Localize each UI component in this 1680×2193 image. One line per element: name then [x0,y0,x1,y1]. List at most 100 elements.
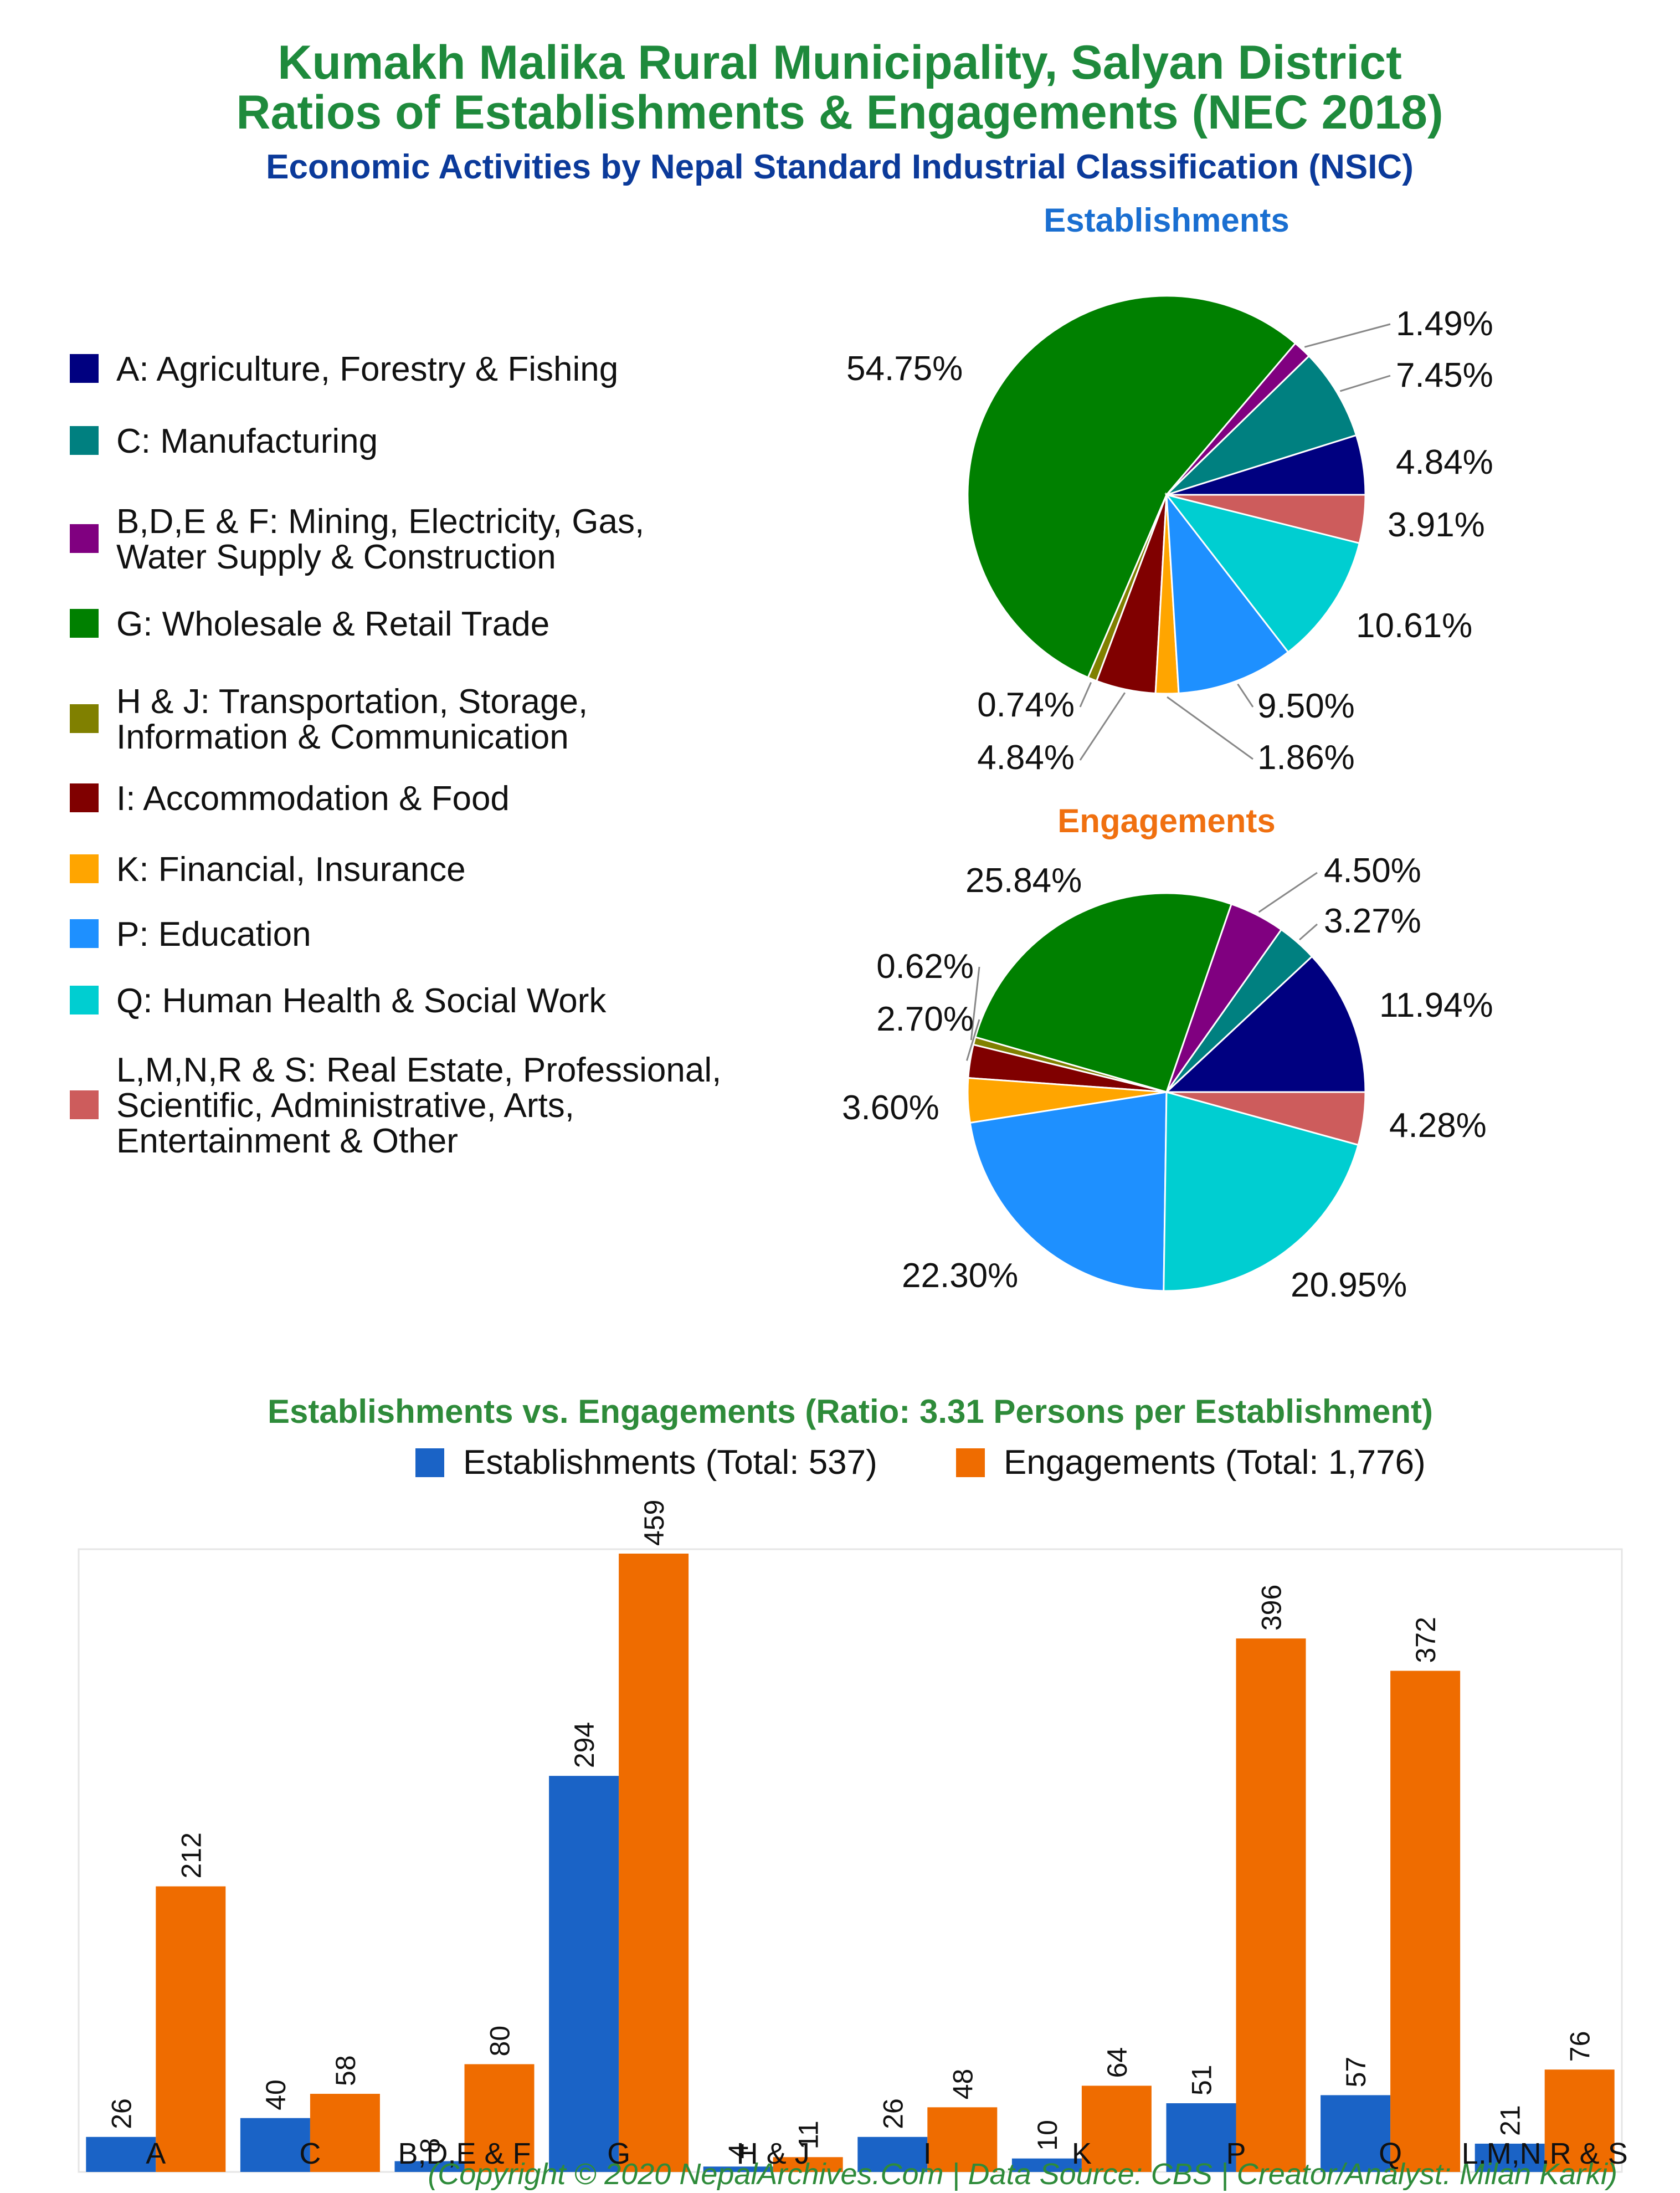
pie-value-label-7: 22.30% [902,1257,1018,1295]
legend-label-9-1: Scientific, Administrative, Arts, [116,1087,574,1125]
legend-label-2-1: Water Supply & Construction [116,538,556,576]
pie-value-label-5: 2.70% [876,1000,974,1038]
legend-label-4-1: Information & Communication [116,718,569,756]
pie-slice-p [1165,492,1289,694]
pie-value-label-2: 1.49% [1396,305,1493,343]
x-tick-label-7: P [1226,2137,1246,2170]
legend-label-9-0: L,M,N,R & S: Real Estate, Professional, [116,1051,721,1089]
legend-swatch-5 [70,783,99,812]
legend-swatch-6 [70,854,99,883]
bar-engagements-5 [927,2107,998,2172]
bar-value-label-0-3: 294 [569,1722,600,1768]
bar-value-label-0-1: 40 [260,2079,291,2110]
legend-swatch-9 [70,1090,99,1119]
pie-leader-line-2 [1258,872,1318,913]
legend-label-4-0: H & J: Transportation, Storage, [116,683,588,721]
pie-slice-l-m-n-r-s [1166,1091,1366,1146]
legend-swatch-8 [70,986,99,1014]
pie-leader-line-2 [1304,323,1391,348]
pie-leader-line-1 [1339,375,1391,392]
bar-value-label-1-4: 11 [793,2120,824,2149]
bar-value-label-1-0: 212 [176,1832,207,1878]
bar-value-label-1-8: 372 [1410,1617,1441,1663]
legend-label-5-0: I: Accommodation & Food [116,780,510,818]
footer-credit: (Copyright © 2020 NepalArchives.Com | Da… [428,2158,1617,2191]
legend-label-9-2: Entertainment & Other [116,1122,458,1160]
pie-slice-a [1164,955,1366,1093]
bar-value-label-1-6: 64 [1102,2047,1133,2078]
legend-swatch-3 [70,609,99,638]
x-tick-label-9: L,M,N,R & S [1462,2137,1628,2170]
bar-value-label-0-0: 26 [106,2098,137,2129]
pie-slice-c [1165,355,1358,496]
bar-value-label-0-7: 51 [1186,2064,1217,2095]
legend-swatch-1 [70,426,99,455]
page-subtitle: Economic Activities by Nepal Standard In… [266,148,1414,186]
pie-leader-line-6 [1167,696,1253,760]
establishments-pie: 4.84% 7.45% 1.49% 54.75% 0.74% 4.84% 1.86% 9.50… [846,295,1493,777]
page-title-line2: Ratios of Establishments & Engagements (… [236,86,1443,139]
pie-value-label-2: 4.50% [1324,852,1421,890]
bar-establishments-5 [857,2136,928,2172]
bar-engagements-4 [773,2157,843,2172]
page-title-line1: Kumakh Malika Rural Municipality, Salyan… [278,36,1402,89]
pie-value-label-7: 9.50% [1257,687,1355,725]
pie-value-label-0: 4.84% [1396,443,1493,481]
bar-establishments-2 [394,2161,465,2172]
bar-engagements-3 [619,1554,689,2172]
x-tick-label-6: K [1072,2137,1092,2170]
pie-value-label-1: 3.27% [1324,902,1421,940]
pie-leader-line-1 [1299,923,1318,941]
bar-value-label-0-5: 26 [877,2098,908,2129]
bar-value-label-0-6: 10 [1032,2120,1063,2151]
engagements-pie: 11.94% 3.27% 4.50% 25.84% 0.62% 2.70% 3.60% 22.… [842,852,1493,1304]
bar-value-label-1-9: 76 [1565,2031,1596,2062]
x-tick-label-1: C [299,2137,321,2170]
bar-engagements-0 [156,1886,226,2172]
bar-engagements-2 [464,2064,535,2172]
legend-label-7-0: P: Education [116,915,311,954]
bar-chart: 26 212 A 40 58 C 8 80 B,D,E & F 294 459 G 4 11H & J 26… [86,1500,1628,2172]
establishments-pie-title: Establishments [1044,202,1289,239]
legend-label-8-0: Q: Human Health & Social Work [116,982,607,1020]
pie-value-label-3: 54.75% [846,350,963,388]
x-tick-label-0: A [146,2137,166,2170]
legend-swatch-4 [70,704,99,733]
x-tick-label-2: B,D,E & F [398,2137,531,2170]
pie-leader-line-4 [970,966,980,1041]
pie-value-label-5: 4.84% [977,739,1075,777]
engagements-pie-title: Engagements [1057,802,1275,839]
legend-label-establishments: Establishments (Total: 537) [463,1443,877,1482]
pie-slice-g [967,295,1297,679]
bar-value-label-1-1: 58 [330,2055,361,2086]
pie-value-label-6: 1.86% [1257,739,1355,777]
bar-value-label-1-5: 48 [947,2069,978,2100]
bar-engagements-9 [1544,2069,1615,2172]
pie-leader-line-5 [1079,692,1126,761]
x-tick-label-8: Q [1379,2137,1402,2170]
bar-establishments-4 [703,2166,773,2172]
bar-value-label-0-8: 57 [1340,2057,1371,2088]
bar-chart-title: Establishments vs. Engagements (Ratio: 3… [268,1393,1433,1430]
bar-establishments-9 [1475,2143,1545,2172]
bar-value-label-1-2: 80 [485,2026,516,2057]
legend: A: Agriculture, Forestry & Fishing C: Man… [70,350,721,1160]
pie-slice-q [1164,493,1361,654]
pie-slice-l-m-n-r-s [1166,494,1366,545]
legend-label-1-0: C: Manufacturing [116,422,378,460]
legend-label-6-0: K: Financial, Insurance [116,850,466,889]
bar-establishments-8 [1321,2095,1391,2172]
bar-engagements-6 [1081,2086,1152,2172]
pie-value-label-6: 3.60% [842,1089,939,1127]
pie-slice-q [1163,1091,1359,1292]
pie-value-label-4: 0.74% [977,686,1075,724]
legend-swatch-7 [70,919,99,948]
bar-engagements-8 [1390,1671,1461,2172]
pie-slice-g [974,892,1233,1093]
bar-engagements-1 [310,2093,380,2172]
bar-plot-area [78,1548,1623,2173]
legend-label-0-0: A: Agriculture, Forestry & Fishing [116,350,618,388]
bar-value-label-0-2: 8 [415,2138,446,2154]
legend-label-3-0: G: Wholesale & Retail Trade [116,605,549,643]
